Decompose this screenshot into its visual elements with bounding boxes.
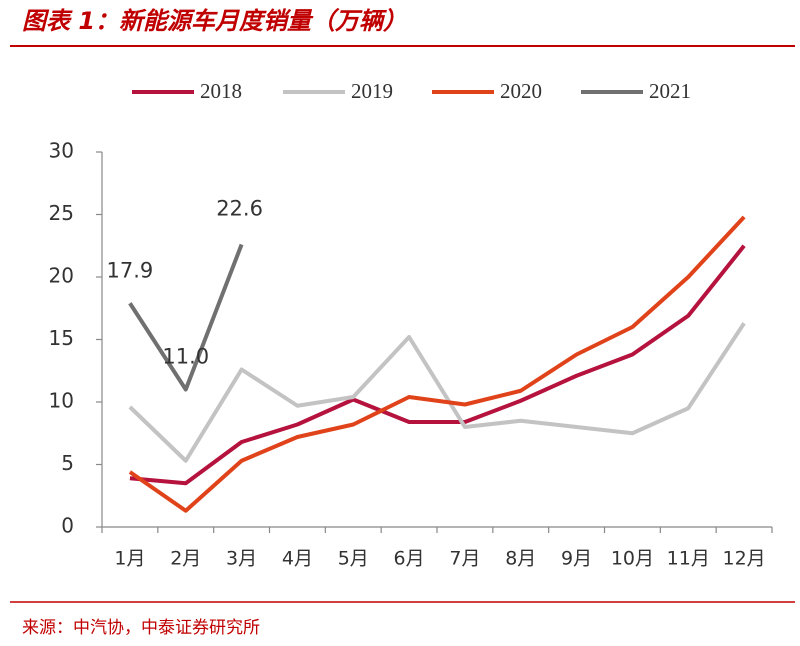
y-tick-label: 15 [49,326,74,350]
chart-title: 图表 1：新能源车月度销量（万辆） [22,7,407,35]
legend-label: 2021 [649,79,691,103]
legend-label: 2020 [500,79,542,103]
x-tick-label: 8月 [505,548,536,570]
x-tick-label: 3月 [226,548,257,570]
series-line [128,322,746,463]
series-line [129,244,746,486]
y-tick-label: 0 [61,514,74,538]
data-label: 22.6 [216,197,263,221]
legend-label: 2019 [351,79,393,103]
y-tick-label: 20 [49,264,74,288]
y-tick-label: 10 [49,389,74,413]
x-tick-label: 9月 [561,548,592,570]
x-tick-label: 1月 [114,548,145,570]
x-tick-label: 6月 [394,548,425,570]
x-tick-label: 10月 [611,548,654,570]
legend-label: 2018 [200,79,242,103]
x-tick-label: 5月 [338,548,369,570]
data-label: 17.9 [107,258,154,282]
y-tick-label: 25 [49,201,74,225]
series-line [128,243,244,392]
y-tick-label: 30 [49,139,74,163]
y-tick-label: 5 [61,451,74,475]
x-tick-label: 4月 [282,548,313,570]
x-tick-label: 12月 [722,548,765,570]
x-tick-label: 11月 [667,548,710,570]
data-label: 11.0 [162,345,209,369]
series-line [128,215,746,513]
x-tick-label: 7月 [449,548,480,570]
x-tick-label: 2月 [170,548,201,570]
source: 来源：中汽协，中泰证券研究所 [22,618,260,638]
